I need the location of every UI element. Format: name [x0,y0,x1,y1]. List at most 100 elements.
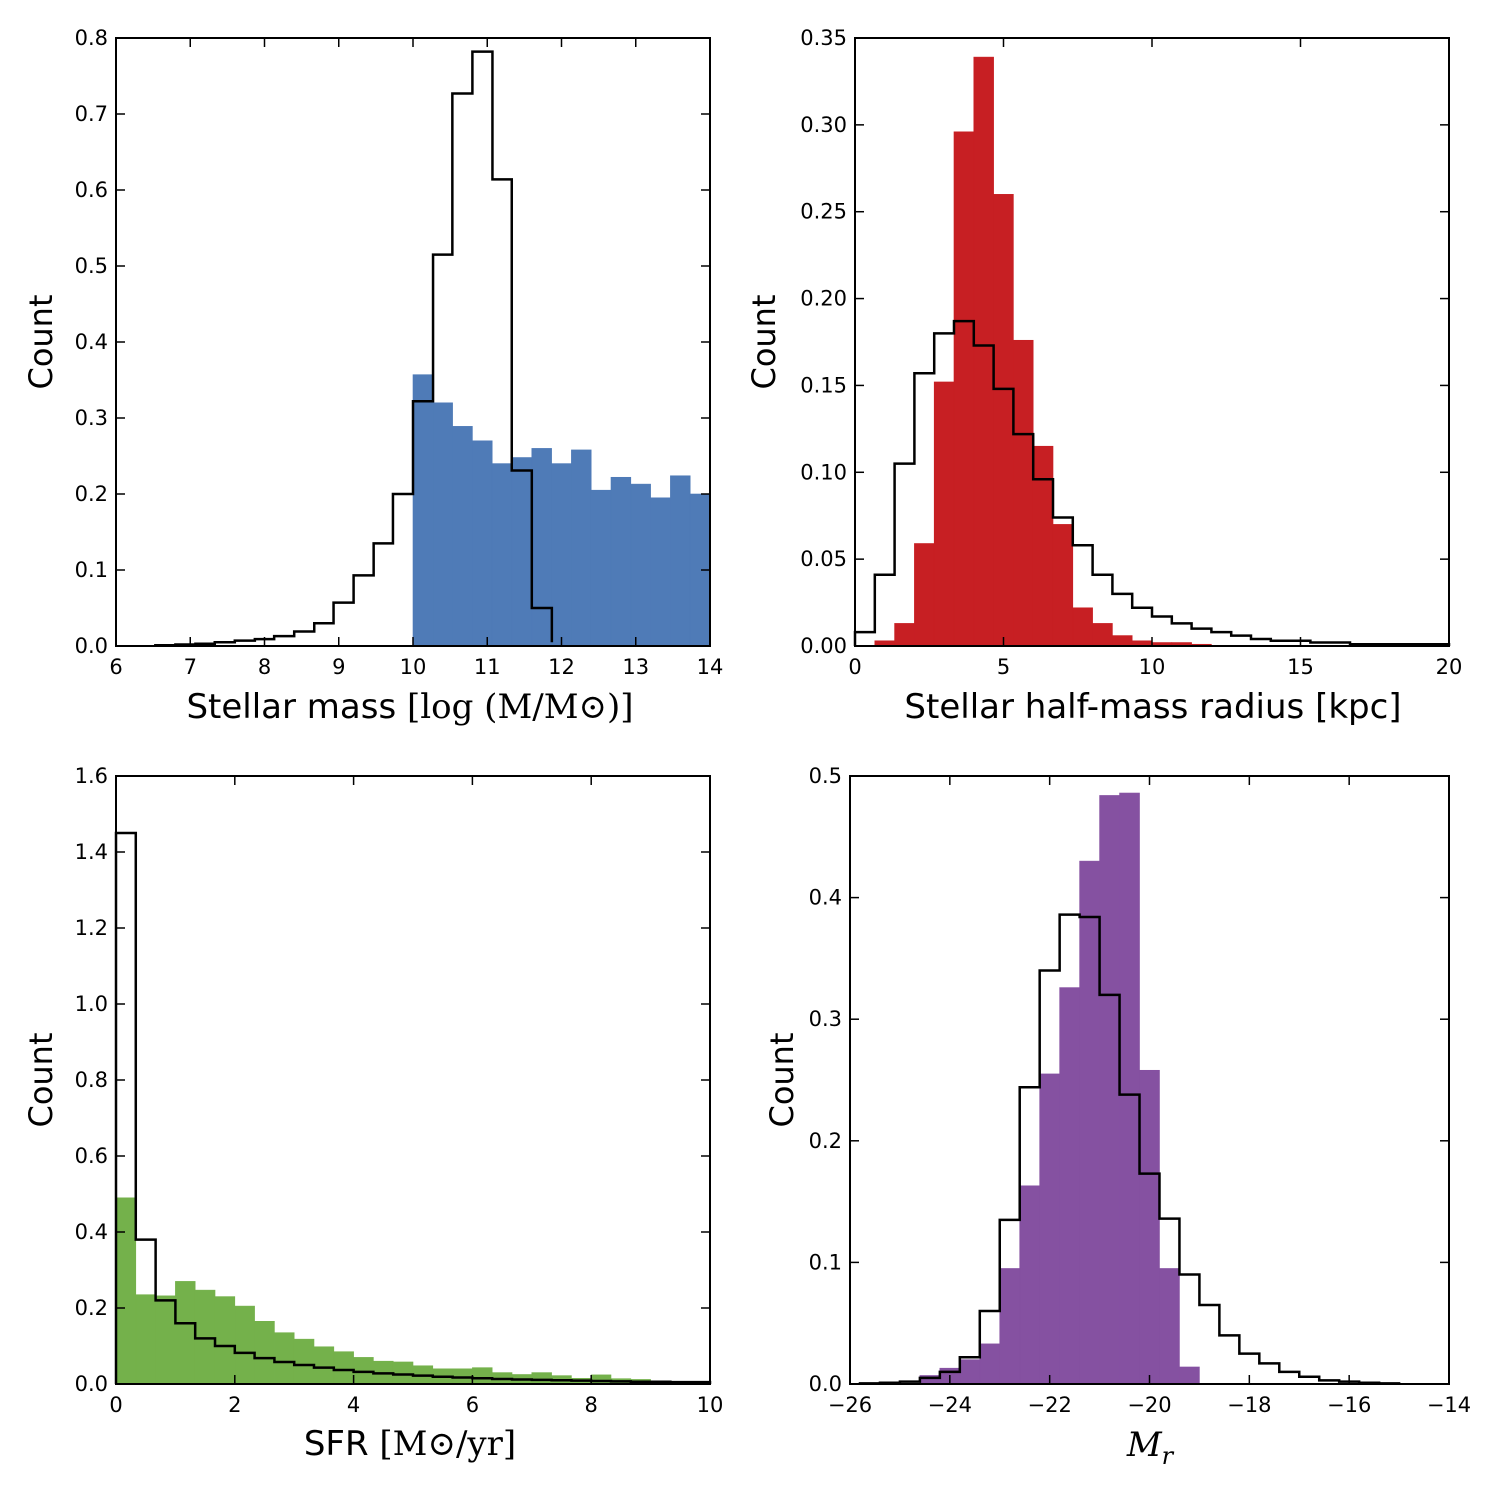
y-tick-label: 0.3 [75,406,108,430]
filled-bar [1099,795,1120,1385]
filled-bar [194,1289,216,1385]
filled-bar [979,1343,1001,1385]
x-tick-label: −26 [828,1393,872,1417]
y-tick-label: 0.6 [75,1144,108,1168]
y-axis-label: Count [763,1032,801,1127]
filled-bar [392,1361,414,1385]
filled-bar [313,1346,335,1385]
filled-bar [115,1197,137,1385]
filled-bar [274,1332,295,1385]
y-tick-label: 0.20 [800,287,847,311]
y-tick-label: 0.0 [75,1372,108,1396]
x-tick-label: 11 [474,655,501,679]
filled-bar [531,1372,552,1385]
filled-bar [571,449,592,647]
filled-bar [452,426,473,647]
x-axis-label-math: [M⊙/yr] [379,1424,516,1464]
filled-bar [610,476,632,647]
filled-bar [214,1296,236,1385]
x-tick-label: 15 [1287,655,1314,679]
panel-mr: −26 −24 −22 −20 −18 −16 −140.00.10.20.30.40.5 … [763,764,1471,1470]
filled-bar [953,131,975,647]
x-axis-label-math: M [1126,1425,1163,1465]
y-tick-label: 0.2 [809,1129,842,1153]
y-tick-label: 1.6 [75,764,108,788]
outline-histogram [858,913,1401,1385]
x-tick-label: 5 [997,655,1010,679]
filled-bar [894,623,915,647]
y-tick-label: 0.8 [75,1068,108,1092]
filled-bar [155,1295,176,1385]
filled-bar [999,1268,1021,1385]
filled-bar [1179,1366,1200,1385]
y-tick-label: 0.1 [809,1250,842,1274]
y-tick-label: 0.2 [75,482,108,506]
filled-bar [650,497,671,647]
filled-bar [1119,792,1140,1385]
filled-bar [590,489,612,647]
filled-bar [1079,860,1100,1385]
filled-bar [1112,635,1133,647]
x-tick-label: 9 [332,655,345,679]
x-tick-label: 14 [697,655,724,679]
outline-histogram [114,831,712,1384]
filled-bar [1032,445,1054,647]
x-tick-label: −20 [1127,1393,1171,1417]
y-tick-label: 1.0 [75,992,108,1016]
filled-bar [630,483,651,647]
y-tick-label: 1.2 [75,916,108,940]
x-tick-label: 6 [109,655,122,679]
filled-bar [973,56,994,647]
y-tick-label: 0.0 [809,1372,842,1396]
y-tick-label: 0.35 [800,26,847,50]
x-tick-label: 10 [1139,655,1166,679]
filled-bar [254,1321,275,1385]
filled-bar [670,475,691,647]
y-tick-label: 0.4 [75,1220,108,1244]
x-tick-label: 0 [848,655,861,679]
panel-stellar-mass: 6 7 8 9 10 11 12 13 14 0.0 0.1 0.2 0.3 0.4 0.5 0.6 0.7 0.… [22,26,723,727]
filled-bar [933,381,955,647]
y-tick-label: 0.7 [75,102,108,126]
panel-sfr: 0 2 4 6 8 10 0.0 0.2 0.4 0.6 0.8 1.0 1.2 1.4 1.6 Count… [22,764,723,1464]
y-tick-label: 0.8 [75,26,108,50]
x-tick-label: −16 [1327,1393,1371,1417]
filled-bar [1039,1073,1060,1385]
x-tick-label: −14 [1427,1393,1471,1417]
x-tick-label: 10 [697,1393,724,1417]
y-axis-label: Count [745,294,783,389]
y-tick-label: 0.6 [75,178,108,202]
y-axis-label: Count [22,294,60,389]
x-axis-label: Stellar half-mass radius [kpc] [904,687,1401,727]
y-tick-label: 0.05 [800,547,847,571]
x-tick-label: 8 [258,655,271,679]
filled-bar [234,1305,255,1385]
x-axis-label: Mr [1126,1425,1175,1470]
filled-bar [1013,339,1034,647]
x-axis-label-text: SFR [304,1424,369,1464]
y-tick-label: 0.25 [800,200,847,224]
y-tick-label: 0.10 [800,460,847,484]
panel-half-mass-radius: 0 5 10 15 20 0.00 0.05 0.10 0.15 0.20 0.25 0.30 0.35… [745,26,1462,727]
filled-bar [1072,607,1093,647]
x-axis-label: SFR [M⊙/yr] [304,1424,516,1464]
filled-bar [1052,524,1074,647]
y-tick-label: 0.2 [75,1296,108,1320]
x-tick-label: 8 [585,1393,598,1417]
filled-bar [293,1338,315,1385]
x-tick-label: 7 [184,655,197,679]
filled-bar [993,194,1014,647]
filled-bar [472,440,493,647]
x-axis-label-subscript: r [1162,1442,1175,1470]
filled-bar [1139,1069,1160,1385]
outline-histogram [154,50,554,647]
y-tick-label: 0.5 [809,764,842,788]
filled-bar [412,374,434,647]
y-tick-label: 1.4 [75,840,108,864]
x-axis-label-text: Stellar mass [186,687,396,727]
y-tick-label: 0.30 [800,113,847,137]
filled-bar [491,463,513,647]
x-tick-label: 12 [548,655,575,679]
y-tick-label: 0.0 [75,634,108,658]
